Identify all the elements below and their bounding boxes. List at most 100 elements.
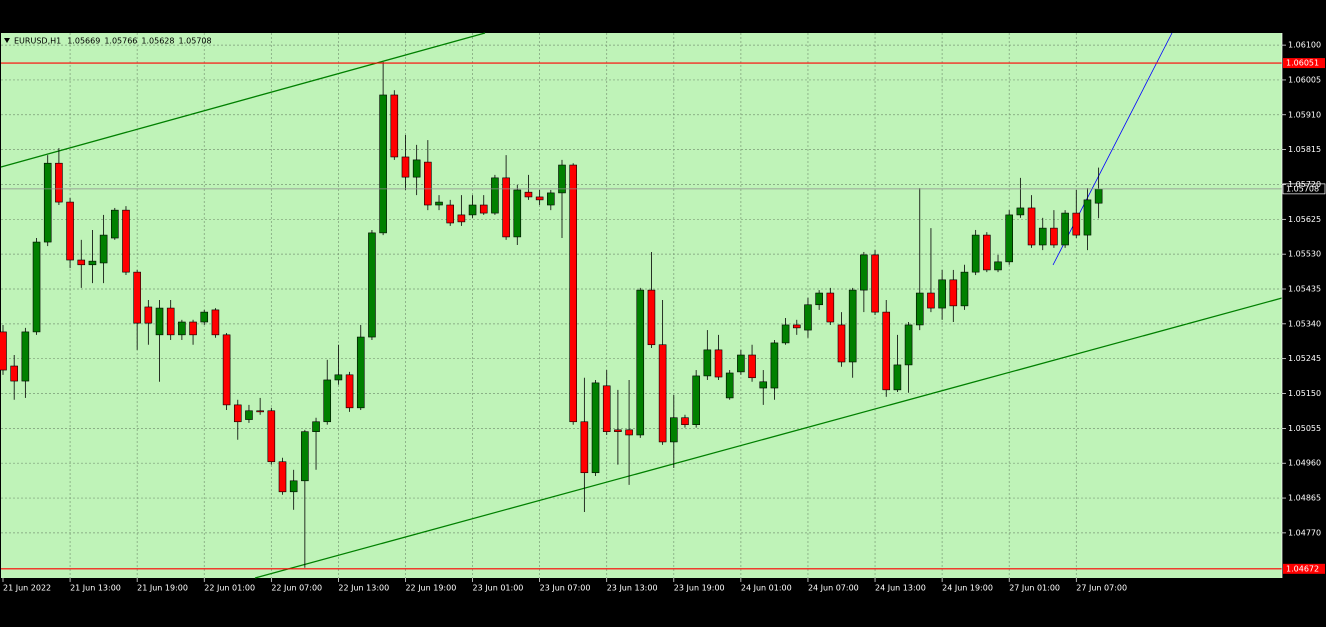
candle-body xyxy=(535,196,544,201)
candle-body xyxy=(446,204,455,224)
candle-body xyxy=(99,234,108,264)
candle-body xyxy=(569,164,577,423)
candle-body xyxy=(1061,212,1069,246)
chart-header: EURUSD,H1 1.05669 1.05766 1.05628 1.05708 xyxy=(4,37,212,46)
candle-body xyxy=(479,204,488,214)
x-tick-label: 23 Jun 01:00 xyxy=(473,584,524,593)
level-label: 1.06051 xyxy=(1286,59,1319,68)
bid-label: 1.05708 xyxy=(1286,184,1319,193)
x-tick-label: 22 Jun 01:00 xyxy=(204,584,255,593)
candle-body xyxy=(792,324,801,329)
candle-body xyxy=(681,417,689,425)
candle-body xyxy=(558,164,566,194)
header-close: 1.05708 xyxy=(179,37,212,46)
candle-body xyxy=(1050,227,1058,246)
candle-body xyxy=(502,177,510,238)
candle-body xyxy=(1027,207,1036,246)
x-tick-label: 21 Jun 19:00 xyxy=(137,584,188,593)
header-low: 1.05628 xyxy=(141,37,174,46)
y-tick-label: 1.05435 xyxy=(1288,284,1321,293)
candle-body xyxy=(245,410,253,420)
candle-body xyxy=(200,311,209,323)
candle-body xyxy=(189,321,197,336)
candle-body xyxy=(580,421,589,474)
x-tick-label: 22 Jun 07:00 xyxy=(271,584,322,593)
candle-body xyxy=(289,480,298,493)
candle-body xyxy=(111,209,119,239)
candle-body xyxy=(166,307,175,336)
candle-body xyxy=(759,381,768,389)
candle-body xyxy=(915,292,924,326)
candle-body xyxy=(21,331,30,382)
chart-title: EURUSD,H1 xyxy=(14,37,61,46)
x-tick-label: 27 Jun 01:00 xyxy=(1009,584,1060,593)
candle-body xyxy=(278,461,287,493)
candle-body xyxy=(66,201,74,261)
candle-body xyxy=(692,375,700,425)
x-tick-label: 24 Jun 13:00 xyxy=(875,584,926,593)
candle-body xyxy=(591,382,600,474)
x-tick-label: 22 Jun 19:00 xyxy=(405,584,456,593)
candle-body xyxy=(211,309,220,336)
candle-body xyxy=(0,331,7,371)
candle-body xyxy=(178,321,186,336)
y-tick-label: 1.04770 xyxy=(1288,528,1321,537)
candle-body xyxy=(334,374,343,381)
candle-body xyxy=(1094,188,1103,204)
candle-body xyxy=(312,421,320,432)
candle-body xyxy=(781,324,790,344)
candle-body xyxy=(748,354,756,379)
candle-body xyxy=(233,404,242,423)
bid-label-box xyxy=(1282,183,1326,195)
candle-body xyxy=(457,214,466,223)
y-tick-label: 1.04865 xyxy=(1288,494,1321,503)
candle-body xyxy=(625,429,633,436)
y-tick-label: 1.05910 xyxy=(1288,110,1321,119)
candle-body xyxy=(703,349,712,377)
candle-body xyxy=(122,209,130,273)
candle-body xyxy=(882,311,891,391)
price-axis: 1.06100 1.06005 1.05910 1.05815 1.05720 1.056… xyxy=(2,33,1321,593)
candle-body xyxy=(669,417,678,443)
y-tick-label: 1.05625 xyxy=(1288,215,1321,224)
candle-body xyxy=(971,234,980,273)
candle-body xyxy=(513,189,522,238)
candle-body xyxy=(647,289,656,346)
candle-body xyxy=(424,161,432,206)
candle-body xyxy=(301,431,309,482)
candle-body xyxy=(927,292,935,309)
candle-body xyxy=(547,192,555,206)
candle-body xyxy=(524,191,533,198)
header-open: 1.05669 xyxy=(67,37,100,46)
x-tick-label: 23 Jun 13:00 xyxy=(607,584,658,593)
candle-body xyxy=(55,162,63,203)
channel-line xyxy=(0,32,486,168)
candle-body xyxy=(960,271,969,307)
candle-body xyxy=(949,279,958,307)
candle-body xyxy=(10,365,18,382)
candle-body xyxy=(837,324,846,363)
candle-body xyxy=(368,232,376,338)
x-tick-label: 22 Jun 13:00 xyxy=(338,584,389,593)
x-tick-label: 21 Jun 13:00 xyxy=(70,584,121,593)
y-tick-label: 1.04960 xyxy=(1288,459,1321,468)
candle-body xyxy=(815,292,823,306)
y-tick-label: 1.06100 xyxy=(1288,41,1321,50)
dropdown-icon[interactable] xyxy=(4,38,10,43)
channel-line xyxy=(254,297,1283,579)
y-tick-label: 1.05055 xyxy=(1288,424,1321,433)
candle-body xyxy=(1072,212,1081,236)
candle-body xyxy=(725,372,734,399)
y-tick-label: 1.05150 xyxy=(1288,389,1321,398)
x-tick-label: 24 Jun 19:00 xyxy=(942,584,993,593)
candle-body xyxy=(401,156,410,178)
x-tick-label: 24 Jun 07:00 xyxy=(808,584,859,593)
candle-body xyxy=(904,324,913,366)
candle-body xyxy=(602,385,611,432)
candles xyxy=(0,61,1103,568)
candle-body xyxy=(144,306,153,324)
candle-body xyxy=(893,364,902,391)
candle-body xyxy=(390,94,399,158)
candle-body xyxy=(804,304,812,331)
